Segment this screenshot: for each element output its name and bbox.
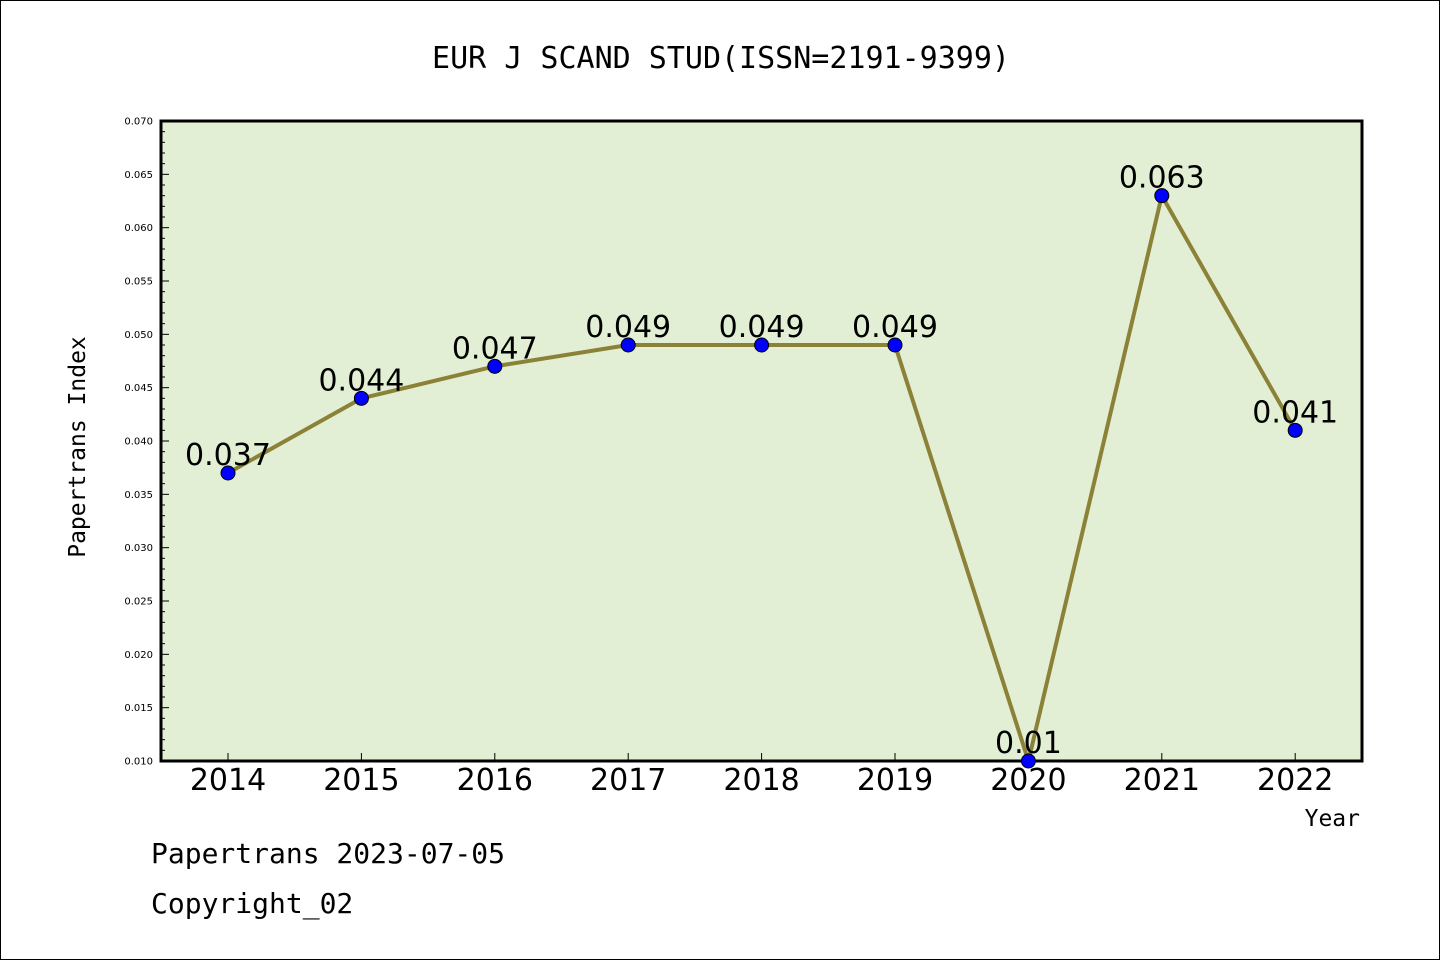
x-tick-label: 2022 [1257,763,1333,798]
x-tick-label: 2014 [190,763,266,798]
y-tick-label: 0.030 [124,543,153,554]
y-tick-label: 0.060 [124,223,153,234]
footer-date: Papertrans 2023-07-05 [151,837,505,870]
data-point [754,337,770,353]
data-point [1154,188,1170,204]
y-tick-label: 0.035 [124,490,153,501]
data-labels: 0.037 0.044 0.047 0.049 0.049 0.049 0.01 0.063 0… [185,161,1338,761]
data-label: 0.049 [719,310,805,345]
y-tick-label: 0.010 [124,757,153,768]
x-tick-label: 2020 [990,763,1066,798]
data-label: 0.044 [318,363,404,398]
data-point [220,465,236,481]
x-tick-label: 2016 [457,763,533,798]
y-tick-label: 0.015 [124,703,153,714]
y-tick-label: 0.055 [124,277,153,288]
data-label: 0.01 [995,726,1062,761]
data-point [353,390,369,406]
data-point [620,337,636,353]
data-label: 0.049 [585,310,671,345]
data-label: 0.037 [185,438,271,473]
data-point [1287,422,1303,438]
plot-area [159,119,1364,763]
data-point [487,358,503,374]
y-tick-label: 0.070 [124,117,153,128]
x-tick-label: 2021 [1124,763,1200,798]
x-axis: 2014 2015 2016 2017 2018 2019 2020 2021 2022 [190,753,1333,798]
data-label: 0.041 [1252,395,1338,430]
footer-copyright: Copyright_02 [151,887,353,921]
y-tick-label: 0.040 [124,437,153,448]
data-label: 0.047 [452,331,538,366]
y-axis-title: Papertrans Index [65,336,91,558]
data-label: 0.049 [852,310,938,345]
data-point [887,337,903,353]
x-axis-title: Year [1305,806,1360,832]
y-tick-label: 0.065 [124,170,153,181]
y-tick-label: 0.045 [124,383,153,394]
x-tick-label: 2019 [857,763,933,798]
data-point [1020,753,1036,769]
y-tick-label: 0.025 [124,597,153,608]
y-tick-label: 0.050 [124,330,153,341]
x-tick-label: 2017 [590,763,666,798]
y-axis: 0.010 0.015 0.020 0.025 0.030 0.035 0.040 0.045… [124,117,169,768]
chart-title: EUR J SCAND STUD(ISSN=2191-9399) [432,41,1010,76]
y-tick-label: 0.020 [124,650,153,661]
series-markers [220,188,1303,769]
data-label: 0.063 [1119,161,1205,196]
x-tick-label: 2018 [723,763,799,798]
x-tick-label: 2015 [323,763,399,798]
